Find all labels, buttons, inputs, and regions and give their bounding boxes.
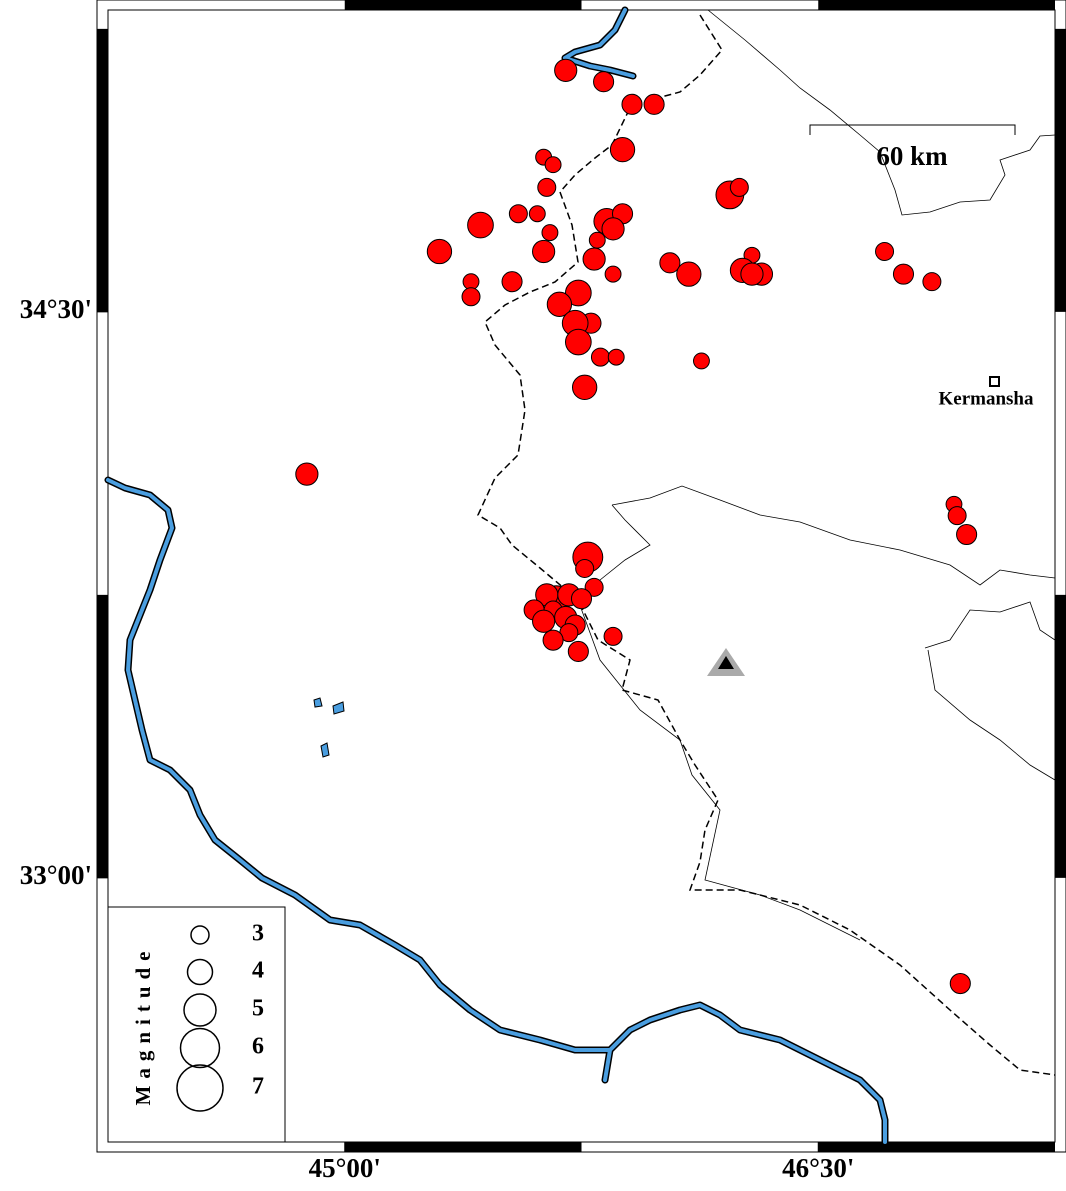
earthquake — [541, 224, 559, 242]
frame-bar — [818, 1142, 1055, 1152]
frame-bar — [818, 0, 1055, 10]
earthquake — [621, 93, 643, 115]
earthquake — [582, 247, 606, 271]
earthquake — [572, 374, 598, 400]
river — [563, 8, 635, 78]
earthquake — [676, 261, 702, 287]
earthquake — [892, 263, 915, 285]
earthquake — [426, 238, 453, 265]
borders — [477, 9, 1056, 1076]
earthquake — [575, 558, 595, 578]
earthquake — [643, 93, 665, 115]
earthquake — [508, 204, 528, 224]
city-label: Kermansha — [939, 388, 1035, 409]
earthquake — [532, 239, 556, 264]
scale-bar-line — [809, 124, 1016, 135]
frame-bar — [344, 0, 582, 10]
border — [599, 485, 1056, 586]
legend: Magnitude 3 4 5 6 7 — [107, 906, 286, 1143]
legend-symbol — [183, 993, 217, 1027]
lake — [313, 697, 345, 758]
earthquake — [875, 241, 895, 261]
earthquake — [564, 279, 592, 307]
earthquake — [501, 271, 523, 293]
earthquake — [729, 177, 749, 197]
rivers — [104, 6, 889, 1146]
earthquake — [693, 352, 710, 370]
river — [106, 478, 887, 1144]
legend-label: 6 — [252, 1034, 264, 1060]
earthquake — [949, 972, 971, 995]
scale-label: 60 km — [876, 141, 948, 171]
earthquake — [740, 262, 764, 286]
earthquake — [609, 136, 636, 163]
frame-bar — [97, 28, 108, 312]
scale-bar: 60 km — [809, 124, 1016, 171]
x-tick-label: 46°30' — [782, 1153, 854, 1183]
earthquake — [528, 205, 546, 223]
frame-bar — [1055, 594, 1066, 878]
earthquake — [601, 217, 625, 241]
border — [577, 599, 861, 941]
earthquake — [593, 71, 615, 93]
legend-label: 7 — [252, 1074, 264, 1100]
legend-title: Magnitude — [131, 944, 155, 1105]
earthquake — [607, 348, 625, 366]
earthquake — [532, 609, 556, 633]
x-tick-label: 45°00' — [309, 1153, 381, 1183]
legend-box — [107, 906, 286, 1143]
frame-bar — [344, 1142, 582, 1152]
earthquake — [554, 58, 578, 82]
station — [718, 656, 734, 669]
y-tick-label: 34°30' — [20, 294, 92, 324]
earthquake — [570, 588, 593, 610]
earthquake — [546, 291, 573, 317]
border — [707, 9, 1056, 216]
earthquake — [584, 577, 604, 597]
earthquake — [295, 462, 319, 486]
frame-bar — [97, 594, 108, 878]
y-tick-label: 33°00' — [20, 860, 92, 890]
earthquake — [564, 328, 592, 356]
earthquake — [542, 629, 564, 651]
earthquake — [947, 506, 967, 526]
earthquake — [462, 273, 480, 291]
legend-label: 4 — [252, 958, 264, 984]
earthquake — [659, 252, 681, 274]
earthquake — [567, 640, 589, 663]
legend-label: 5 — [252, 996, 264, 1022]
legend-label: 3 — [252, 921, 264, 947]
earthquake — [588, 231, 606, 249]
earthquake — [604, 265, 622, 283]
border — [924, 601, 1056, 781]
earthquake — [461, 287, 481, 307]
earthquake — [537, 177, 557, 197]
legend-symbol — [190, 925, 210, 945]
earthquake — [590, 347, 610, 367]
earthquake — [544, 156, 562, 174]
legend-symbol — [176, 1064, 224, 1112]
earthquake — [603, 626, 623, 646]
legend-symbol — [186, 958, 214, 986]
city-marker — [989, 376, 1000, 387]
border-dashed — [477, 14, 1056, 1076]
earthquake — [922, 272, 942, 292]
earthquake — [467, 211, 494, 239]
frame-bar — [1055, 28, 1066, 312]
earthquake — [956, 523, 978, 546]
frame — [96, 0, 1066, 1153]
legend-symbol — [179, 1027, 221, 1069]
